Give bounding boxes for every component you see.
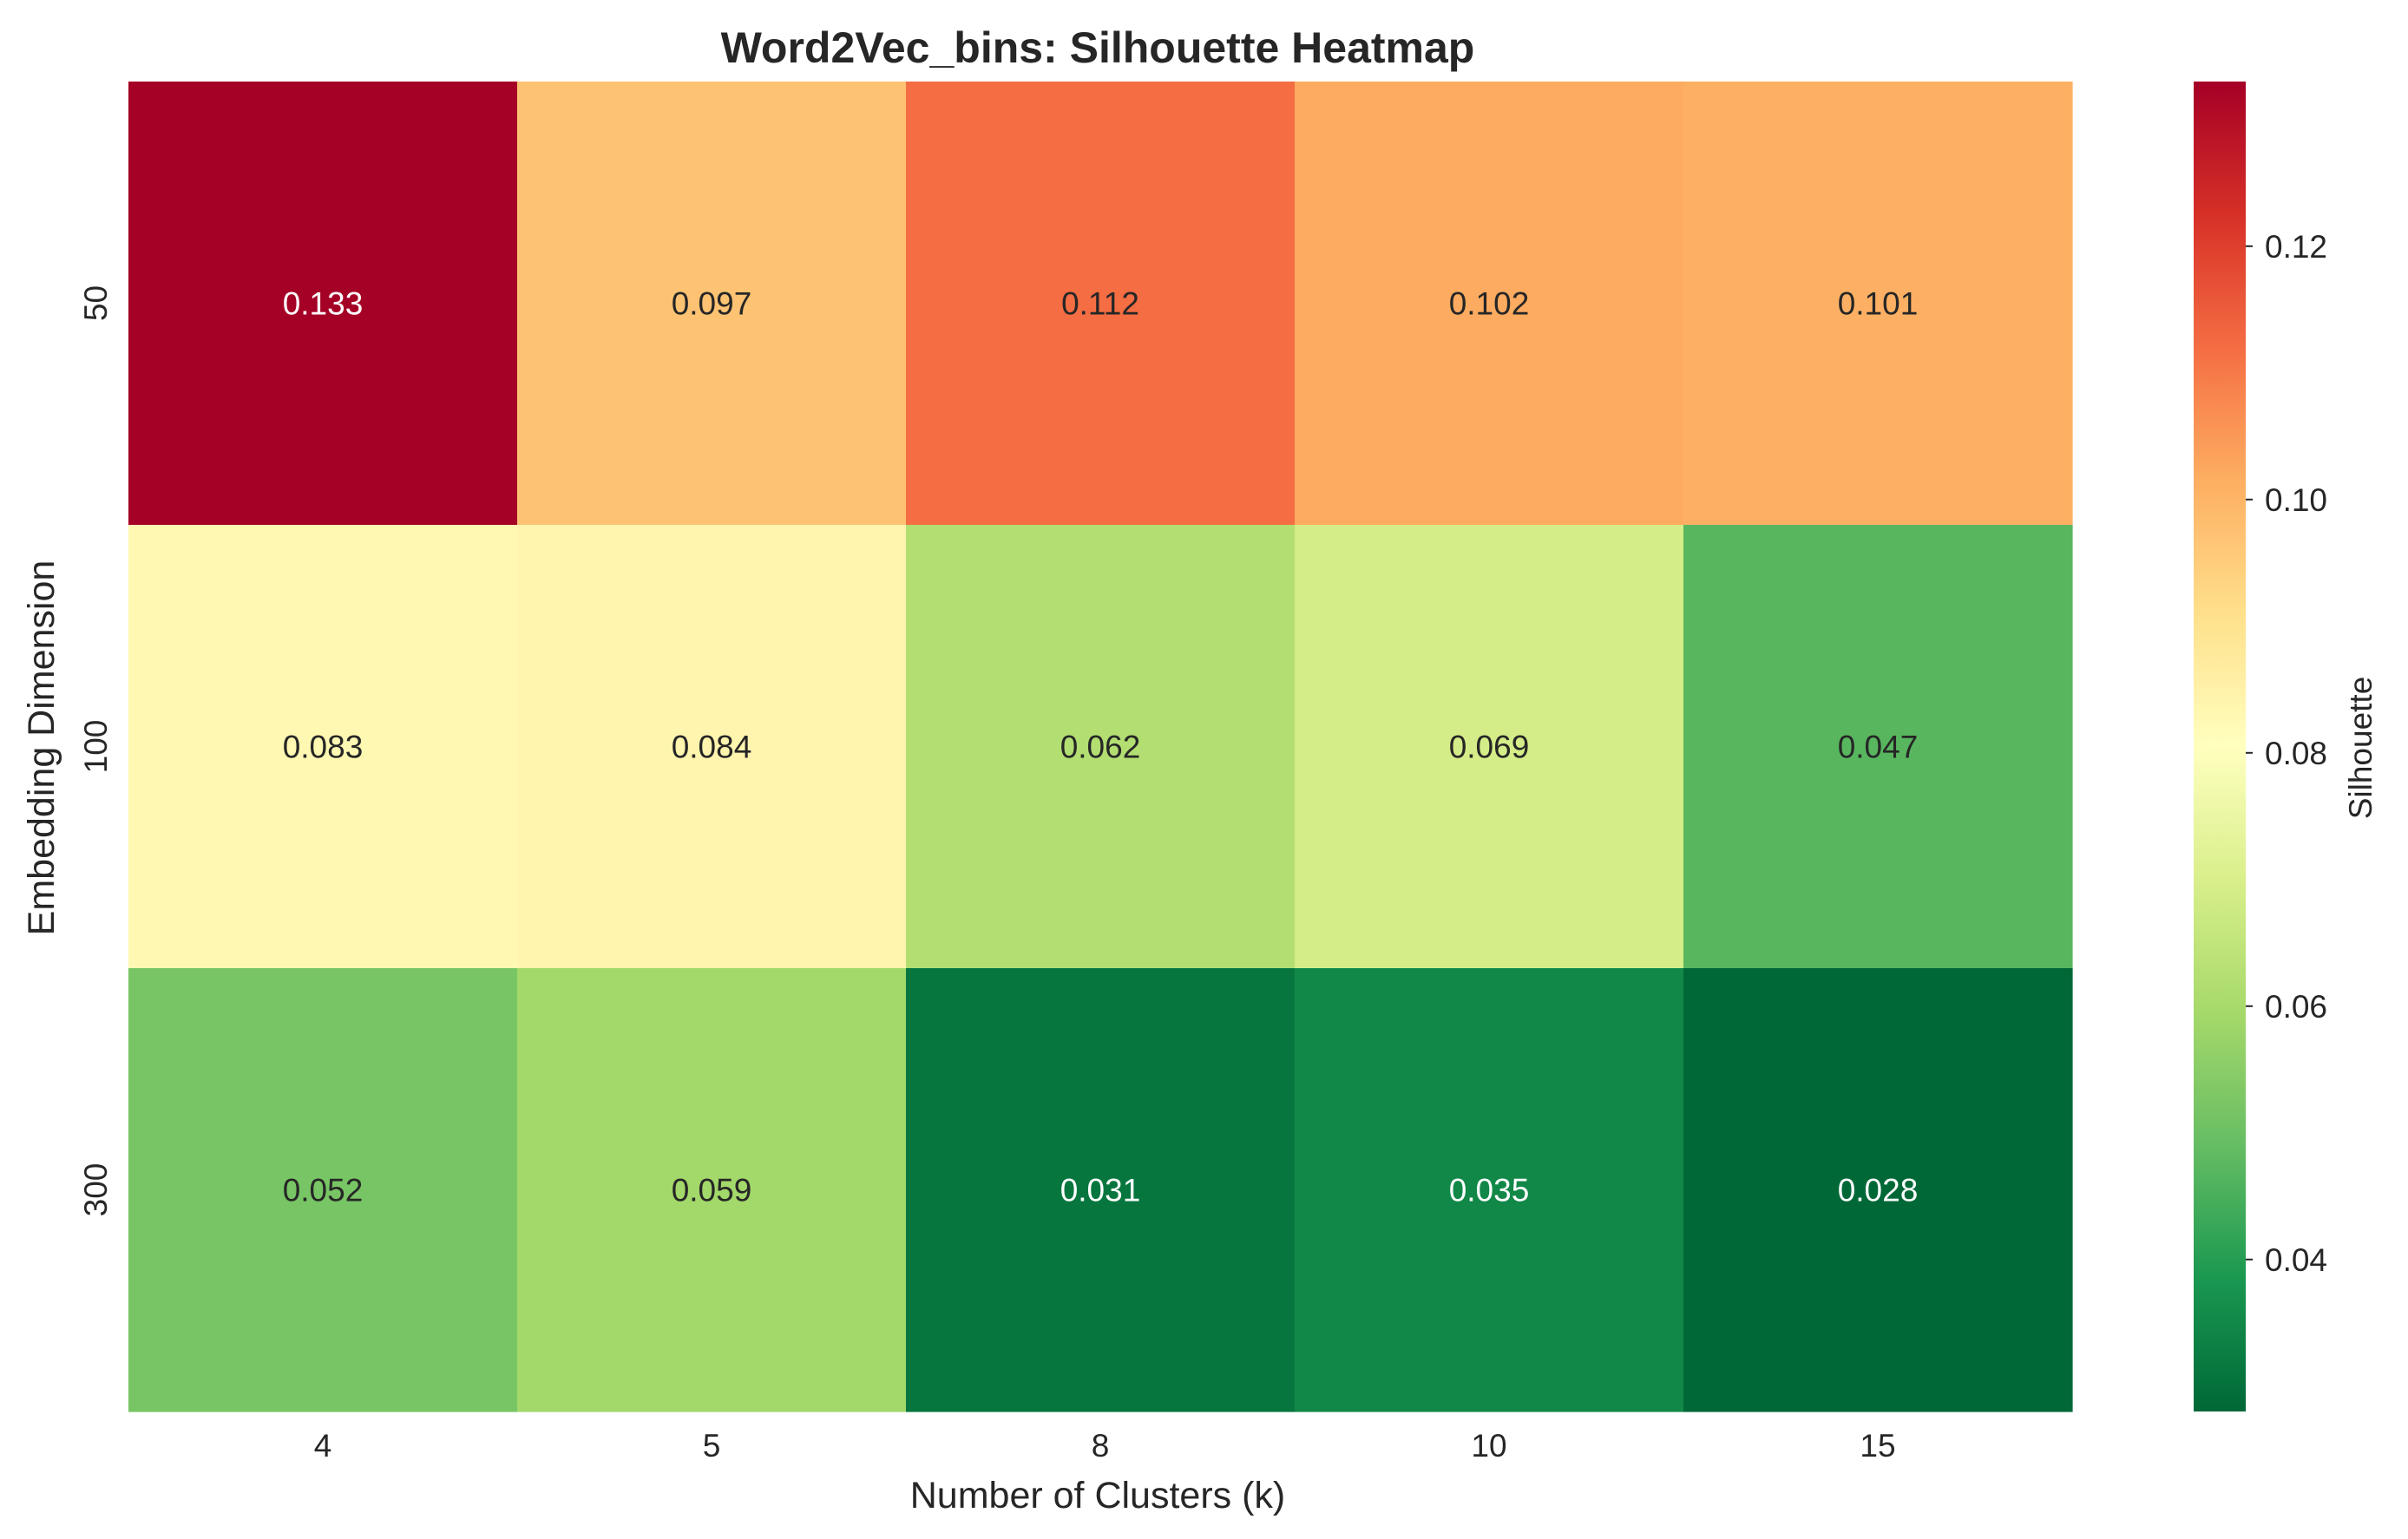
heatmap-cell-r0-c1 (517, 82, 907, 526)
heatmap-cell-r1-c0 (128, 525, 518, 969)
cell-value-label-r1-c4: 0.047 (1838, 730, 1919, 765)
heatmap-cell-r0-c0 (128, 82, 518, 526)
colorbar-tick-label-0.04: 0.04 (2265, 1242, 2327, 1278)
cell-value-label-r2-c3: 0.035 (1449, 1173, 1530, 1208)
cell-value-label-r0-c1: 0.097 (672, 286, 752, 322)
colorbar-gradient (2194, 82, 2246, 1411)
heatmap-cells (128, 82, 2073, 1412)
cell-value-label-r0-c0: 0.133 (283, 286, 364, 322)
colorbar-tick-label-0.12: 0.12 (2265, 229, 2327, 265)
heatmap-cell-r1-c2 (906, 525, 1296, 969)
y-tick-label-100: 100 (78, 720, 114, 774)
cell-value-label-r2-c1: 0.059 (672, 1173, 752, 1208)
heatmap-cell-r2-c0 (128, 968, 518, 1412)
colorbar-tick-label-0.06: 0.06 (2265, 989, 2327, 1025)
heatmap-cell-r0-c3 (1295, 82, 1684, 526)
chart-title: Word2Vec_bins: Silhouette Heatmap (721, 23, 1475, 72)
cell-value-label-r1-c3: 0.069 (1449, 730, 1530, 765)
heatmap-cell-r2-c4 (1683, 968, 2073, 1412)
cell-value-label-r2-c2: 0.031 (1060, 1173, 1141, 1208)
cell-value-label-r1-c1: 0.084 (672, 730, 752, 765)
y-axis-label: Embedding Dimension (21, 560, 62, 936)
heatmap-cell-r0-c2 (906, 82, 1296, 526)
x-tick-label-5: 5 (703, 1428, 721, 1464)
heatmap-cell-r2-c1 (517, 968, 907, 1412)
heatmap-cell-r1-c1 (517, 525, 907, 969)
heatmap-cell-r1-c4 (1683, 525, 2073, 969)
heatmap-cell-r2-c3 (1295, 968, 1684, 1412)
x-tick-label-15: 15 (1860, 1428, 1895, 1464)
colorbar-tick-label-0.10: 0.10 (2265, 482, 2327, 518)
colorbar-label: Silhouette (2343, 677, 2378, 820)
heatmap-cell-r1-c3 (1295, 525, 1684, 969)
cell-value-label-r0-c4: 0.101 (1838, 286, 1919, 322)
y-axis-ticks: 50 100 300 (78, 285, 114, 1216)
x-tick-label-10: 10 (1471, 1428, 1506, 1464)
x-axis-label: Number of Clusters (k) (910, 1475, 1285, 1516)
heatmap-cell-r0-c4 (1683, 82, 2073, 526)
colorbar-tick-label-0.08: 0.08 (2265, 736, 2327, 771)
cell-value-label-r0-c3: 0.102 (1449, 286, 1530, 322)
heatmap-cell-r2-c2 (906, 968, 1296, 1412)
y-tick-label-50: 50 (78, 285, 114, 321)
cell-value-label-r2-c4: 0.028 (1838, 1173, 1919, 1208)
y-tick-label-300: 300 (78, 1163, 114, 1217)
colorbar: 0.04 0.06 0.08 0.10 0.12 (2194, 82, 2327, 1411)
cell-value-label-r1-c2: 0.062 (1060, 730, 1141, 765)
cell-value-labels: 0.133 0.097 0.112 0.102 0.101 0.083 0.084 0.062… (283, 286, 1919, 1208)
x-axis-ticks: 4 5 8 10 15 (314, 1428, 1896, 1464)
cell-value-label-r2-c0: 0.052 (283, 1173, 364, 1208)
x-tick-label-4: 4 (314, 1428, 332, 1464)
x-tick-label-8: 8 (1092, 1428, 1110, 1464)
cell-value-label-r0-c2: 0.112 (1061, 286, 1139, 322)
cell-value-label-r1-c0: 0.083 (283, 730, 364, 765)
